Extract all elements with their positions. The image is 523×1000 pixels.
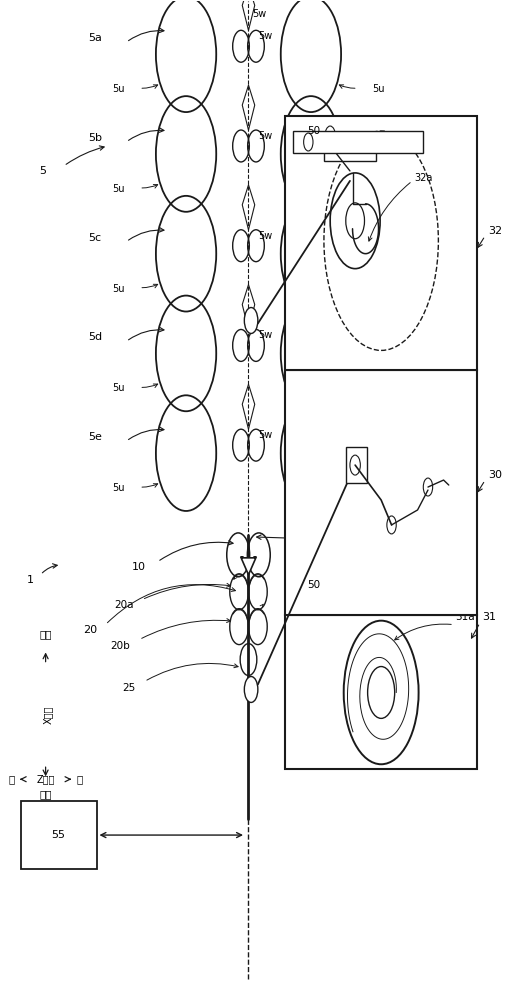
Text: 10: 10	[132, 562, 146, 572]
Bar	[285, 615, 477, 769]
Text: 5u: 5u	[112, 284, 124, 294]
Text: 5w: 5w	[258, 330, 272, 340]
Text: 50: 50	[307, 126, 320, 136]
Bar	[285, 455, 457, 545]
Text: 5c: 5c	[88, 233, 101, 243]
Text: 5e: 5e	[88, 432, 102, 442]
Text: 55: 55	[52, 830, 65, 840]
Bar	[324, 136, 376, 161]
Text: 30: 30	[488, 470, 502, 480]
Bar	[21, 801, 97, 869]
Text: 20a: 20a	[114, 600, 133, 610]
Text: 5u: 5u	[112, 483, 124, 493]
Bar	[285, 568, 457, 613]
Text: 5w: 5w	[258, 131, 272, 141]
Text: 5: 5	[40, 166, 47, 176]
Bar	[285, 116, 477, 370]
Text: 下游: 下游	[39, 789, 52, 799]
Text: 1: 1	[27, 575, 33, 585]
Text: 5u: 5u	[372, 184, 385, 194]
Text: 31: 31	[483, 612, 497, 622]
Text: 31a: 31a	[456, 612, 475, 622]
FancyArrow shape	[241, 557, 256, 575]
Text: 5u: 5u	[372, 284, 385, 294]
Text: 20b: 20b	[110, 641, 130, 651]
Text: 20: 20	[83, 625, 97, 635]
Text: 3: 3	[326, 534, 334, 544]
Text: 5b: 5b	[88, 133, 102, 143]
Bar	[290, 575, 446, 608]
Text: X方向: X方向	[43, 705, 53, 724]
Text: 5d: 5d	[88, 332, 102, 342]
Text: 5u: 5u	[112, 84, 124, 94]
Text: 下: 下	[77, 774, 83, 784]
Text: 5u: 5u	[112, 383, 124, 393]
Circle shape	[244, 308, 258, 333]
Text: 5w: 5w	[258, 430, 272, 440]
Bar	[290, 465, 446, 537]
Text: 5u: 5u	[372, 383, 385, 393]
Text: 5a: 5a	[88, 33, 102, 43]
Text: Z方向: Z方向	[37, 774, 55, 784]
Text: 上: 上	[8, 774, 15, 784]
Circle shape	[244, 677, 258, 702]
Text: 5w: 5w	[253, 9, 267, 19]
Bar	[285, 370, 477, 615]
Text: 5u: 5u	[372, 84, 385, 94]
Bar	[285, 510, 307, 645]
Text: 5w: 5w	[258, 31, 272, 41]
Bar	[293, 131, 423, 153]
Text: 32: 32	[488, 226, 502, 236]
Text: 5u: 5u	[372, 483, 385, 493]
Text: 5u: 5u	[112, 184, 124, 194]
Bar	[346, 447, 367, 483]
Text: 上游: 上游	[39, 630, 52, 640]
Text: 50: 50	[307, 580, 320, 590]
Text: 5w: 5w	[258, 231, 272, 241]
Text: 32a: 32a	[414, 173, 433, 183]
Text: 25: 25	[122, 683, 135, 693]
